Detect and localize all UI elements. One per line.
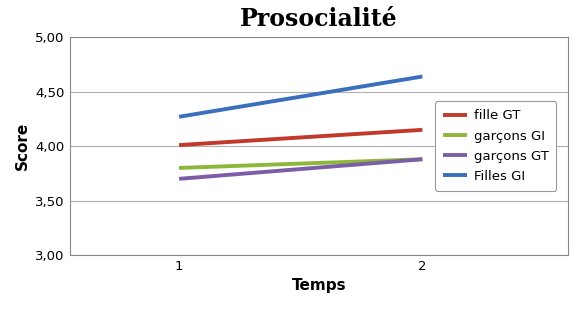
garçons GI	[419, 157, 426, 161]
Line: Filles GI: Filles GI	[179, 77, 422, 117]
garçons GI	[176, 166, 183, 170]
Line: fille GT: fille GT	[179, 130, 422, 145]
Filles GI	[419, 75, 426, 78]
garçons GT	[176, 177, 183, 181]
Y-axis label: Score: Score	[14, 122, 30, 170]
Legend: fille GT, garçons GI, garçons GT, Filles GI: fille GT, garçons GI, garçons GT, Filles…	[436, 101, 556, 191]
garçons GT	[419, 157, 426, 161]
fille GT	[419, 128, 426, 132]
fille GT	[176, 143, 183, 147]
Title: Prosocialité: Prosocialité	[240, 7, 398, 31]
X-axis label: Temps: Temps	[292, 278, 346, 294]
Line: garçons GI: garçons GI	[179, 159, 422, 168]
Filles GI	[176, 115, 183, 119]
Line: garçons GT: garçons GT	[179, 159, 422, 179]
